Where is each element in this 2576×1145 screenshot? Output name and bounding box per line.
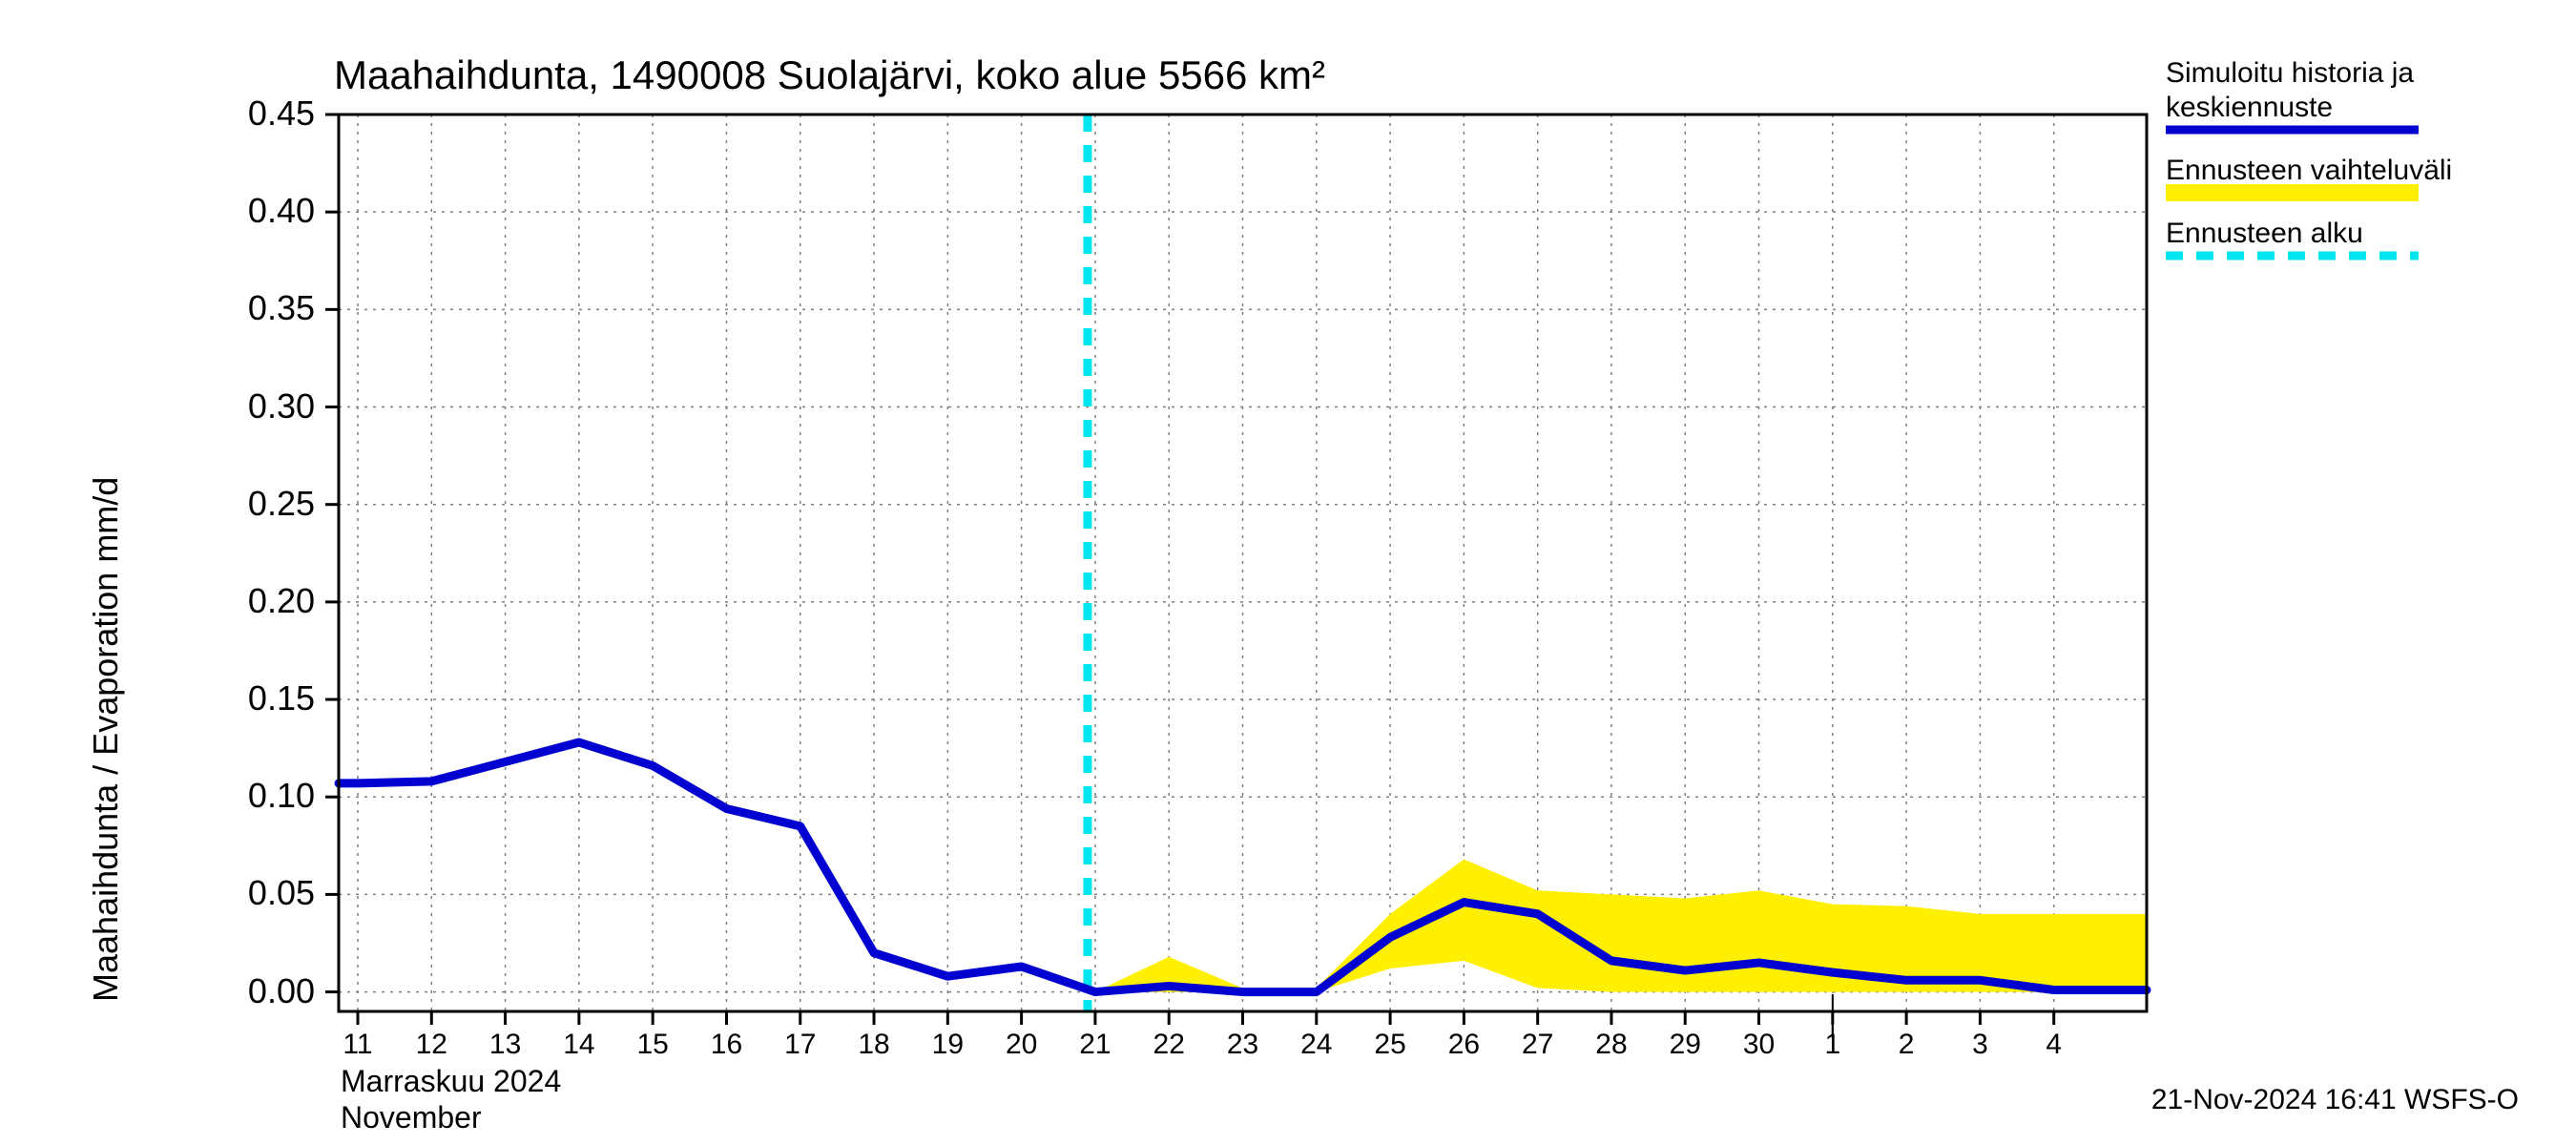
x-tick-label: 28 <box>1595 1029 1627 1061</box>
y-axis-label: Maahaihdunta / Evaporation mm/d <box>86 477 126 1002</box>
x-tick-label: 1 <box>1824 1029 1840 1061</box>
x-tick-label: 25 <box>1374 1029 1405 1061</box>
y-tick-label: 0.20 <box>210 581 315 621</box>
x-tick-label: 29 <box>1670 1029 1701 1061</box>
chart-stage: Maahaihdunta, 1490008 Suolajärvi, koko a… <box>0 0 2576 1145</box>
legend-label: Ennusteen alku <box>2166 218 2363 250</box>
legend-label: keskiennuste <box>2166 92 2333 124</box>
legend-label: Ennusteen vaihteluväli <box>2166 155 2452 187</box>
x-tick-label: 2 <box>1899 1029 1915 1061</box>
y-tick-label: 0.10 <box>210 776 315 816</box>
x-tick-label: 13 <box>489 1029 521 1061</box>
x-tick-label: 22 <box>1153 1029 1185 1061</box>
x-tick-label: 21 <box>1079 1029 1111 1061</box>
x-tick-label: 18 <box>858 1029 889 1061</box>
forecast-band <box>1095 860 2147 992</box>
x-tick-label: 20 <box>1006 1029 1037 1061</box>
y-tick-label: 0.35 <box>210 288 315 328</box>
x-tick-label: 23 <box>1227 1029 1258 1061</box>
x-tick-label: 12 <box>416 1029 447 1061</box>
x-tick-label: 17 <box>784 1029 816 1061</box>
footer-timestamp: 21-Nov-2024 16:41 WSFS-O <box>2151 1084 2519 1116</box>
x-tick-label: 15 <box>636 1029 668 1061</box>
y-tick-label: 0.30 <box>210 386 315 427</box>
legend-label: Simuloitu historia ja <box>2166 57 2414 90</box>
y-tick-label: 0.45 <box>210 94 315 134</box>
x-tick-label: 26 <box>1448 1029 1480 1061</box>
x-tick-label: 11 <box>343 1029 372 1061</box>
y-tick-label: 0.00 <box>210 971 315 1011</box>
chart-title: Maahaihdunta, 1490008 Suolajärvi, koko a… <box>334 52 1325 98</box>
y-tick-label: 0.05 <box>210 873 315 913</box>
y-tick-label: 0.15 <box>210 678 315 718</box>
y-tick-label: 0.40 <box>210 191 315 231</box>
y-tick-label: 0.25 <box>210 484 315 524</box>
x-sub-label: Marraskuu 2024 <box>341 1064 561 1099</box>
x-tick-label: 3 <box>1972 1029 1988 1061</box>
x-tick-label: 30 <box>1743 1029 1775 1061</box>
x-tick-label: 27 <box>1522 1029 1553 1061</box>
x-tick-label: 4 <box>2046 1029 2062 1061</box>
x-tick-label: 16 <box>711 1029 742 1061</box>
x-tick-label: 24 <box>1300 1029 1332 1061</box>
x-tick-label: 14 <box>563 1029 594 1061</box>
x-sub-label: November <box>341 1100 482 1135</box>
x-tick-label: 19 <box>932 1029 964 1061</box>
